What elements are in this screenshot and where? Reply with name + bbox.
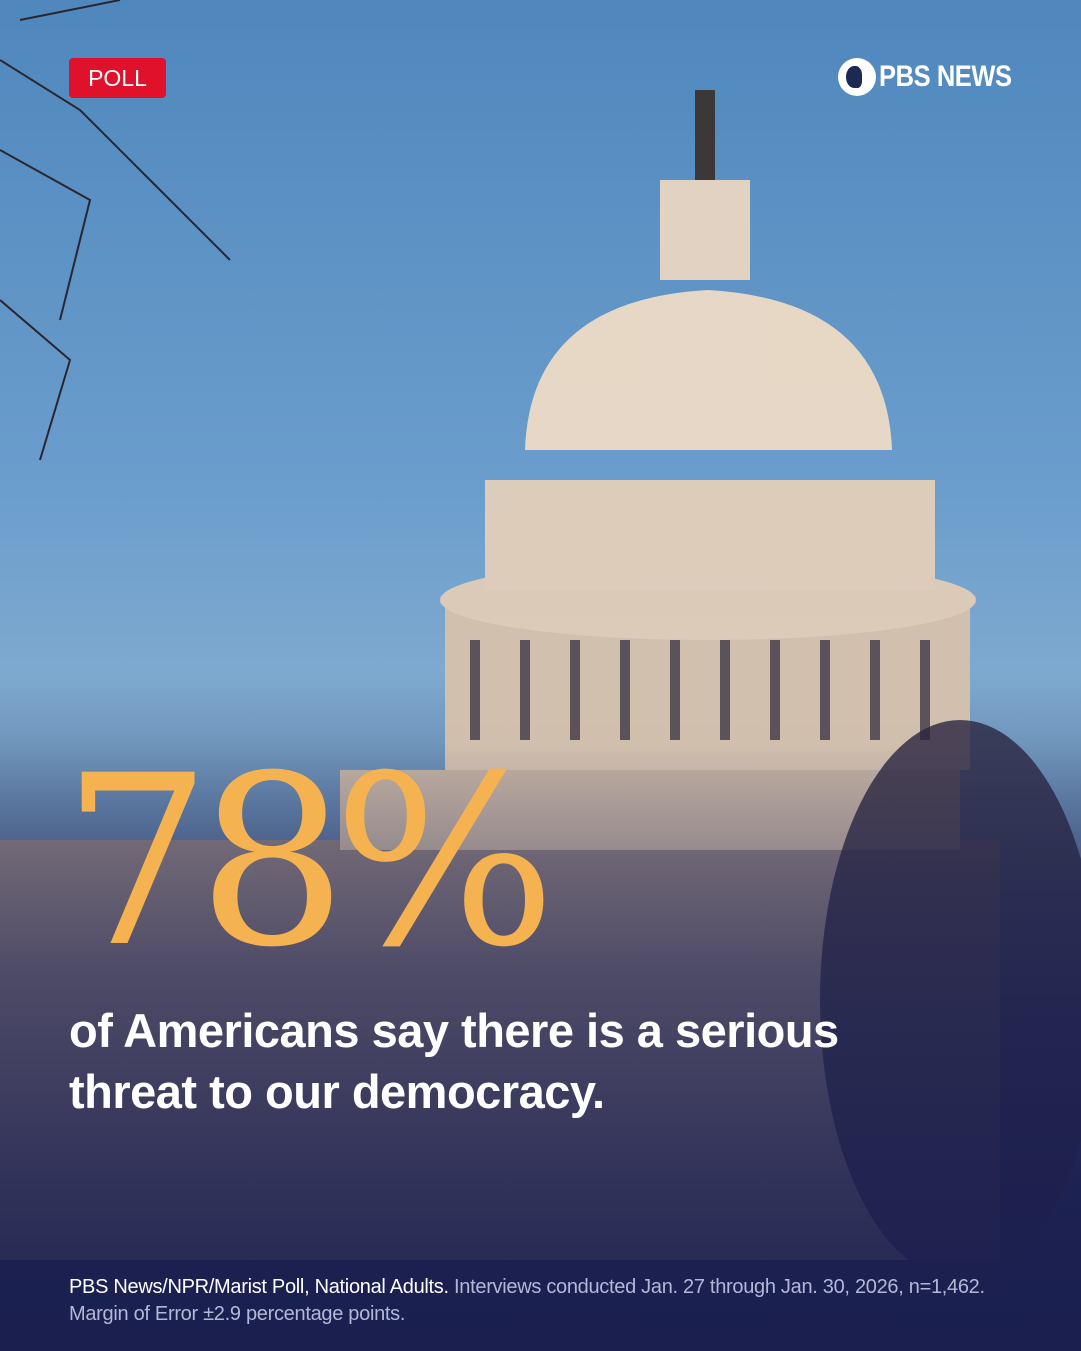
methodology-text: Interviews conducted Jan. 27 through Jan… <box>69 1276 985 1325</box>
pbs-head-icon <box>838 58 876 96</box>
poll-badge: POLL <box>69 58 166 98</box>
pbs-news-logo: PBS NEWS <box>838 58 1035 96</box>
stat-value: 78% <box>62 726 556 999</box>
headline: of Americans say there is a serious thre… <box>69 1004 839 1118</box>
source-text: PBS News/NPR/Marist Poll, National Adult… <box>69 1276 449 1298</box>
footer-source: PBS News/NPR/Marist Poll, National Adult… <box>69 1274 1029 1328</box>
logo-text: PBS NEWS <box>879 60 1012 93</box>
